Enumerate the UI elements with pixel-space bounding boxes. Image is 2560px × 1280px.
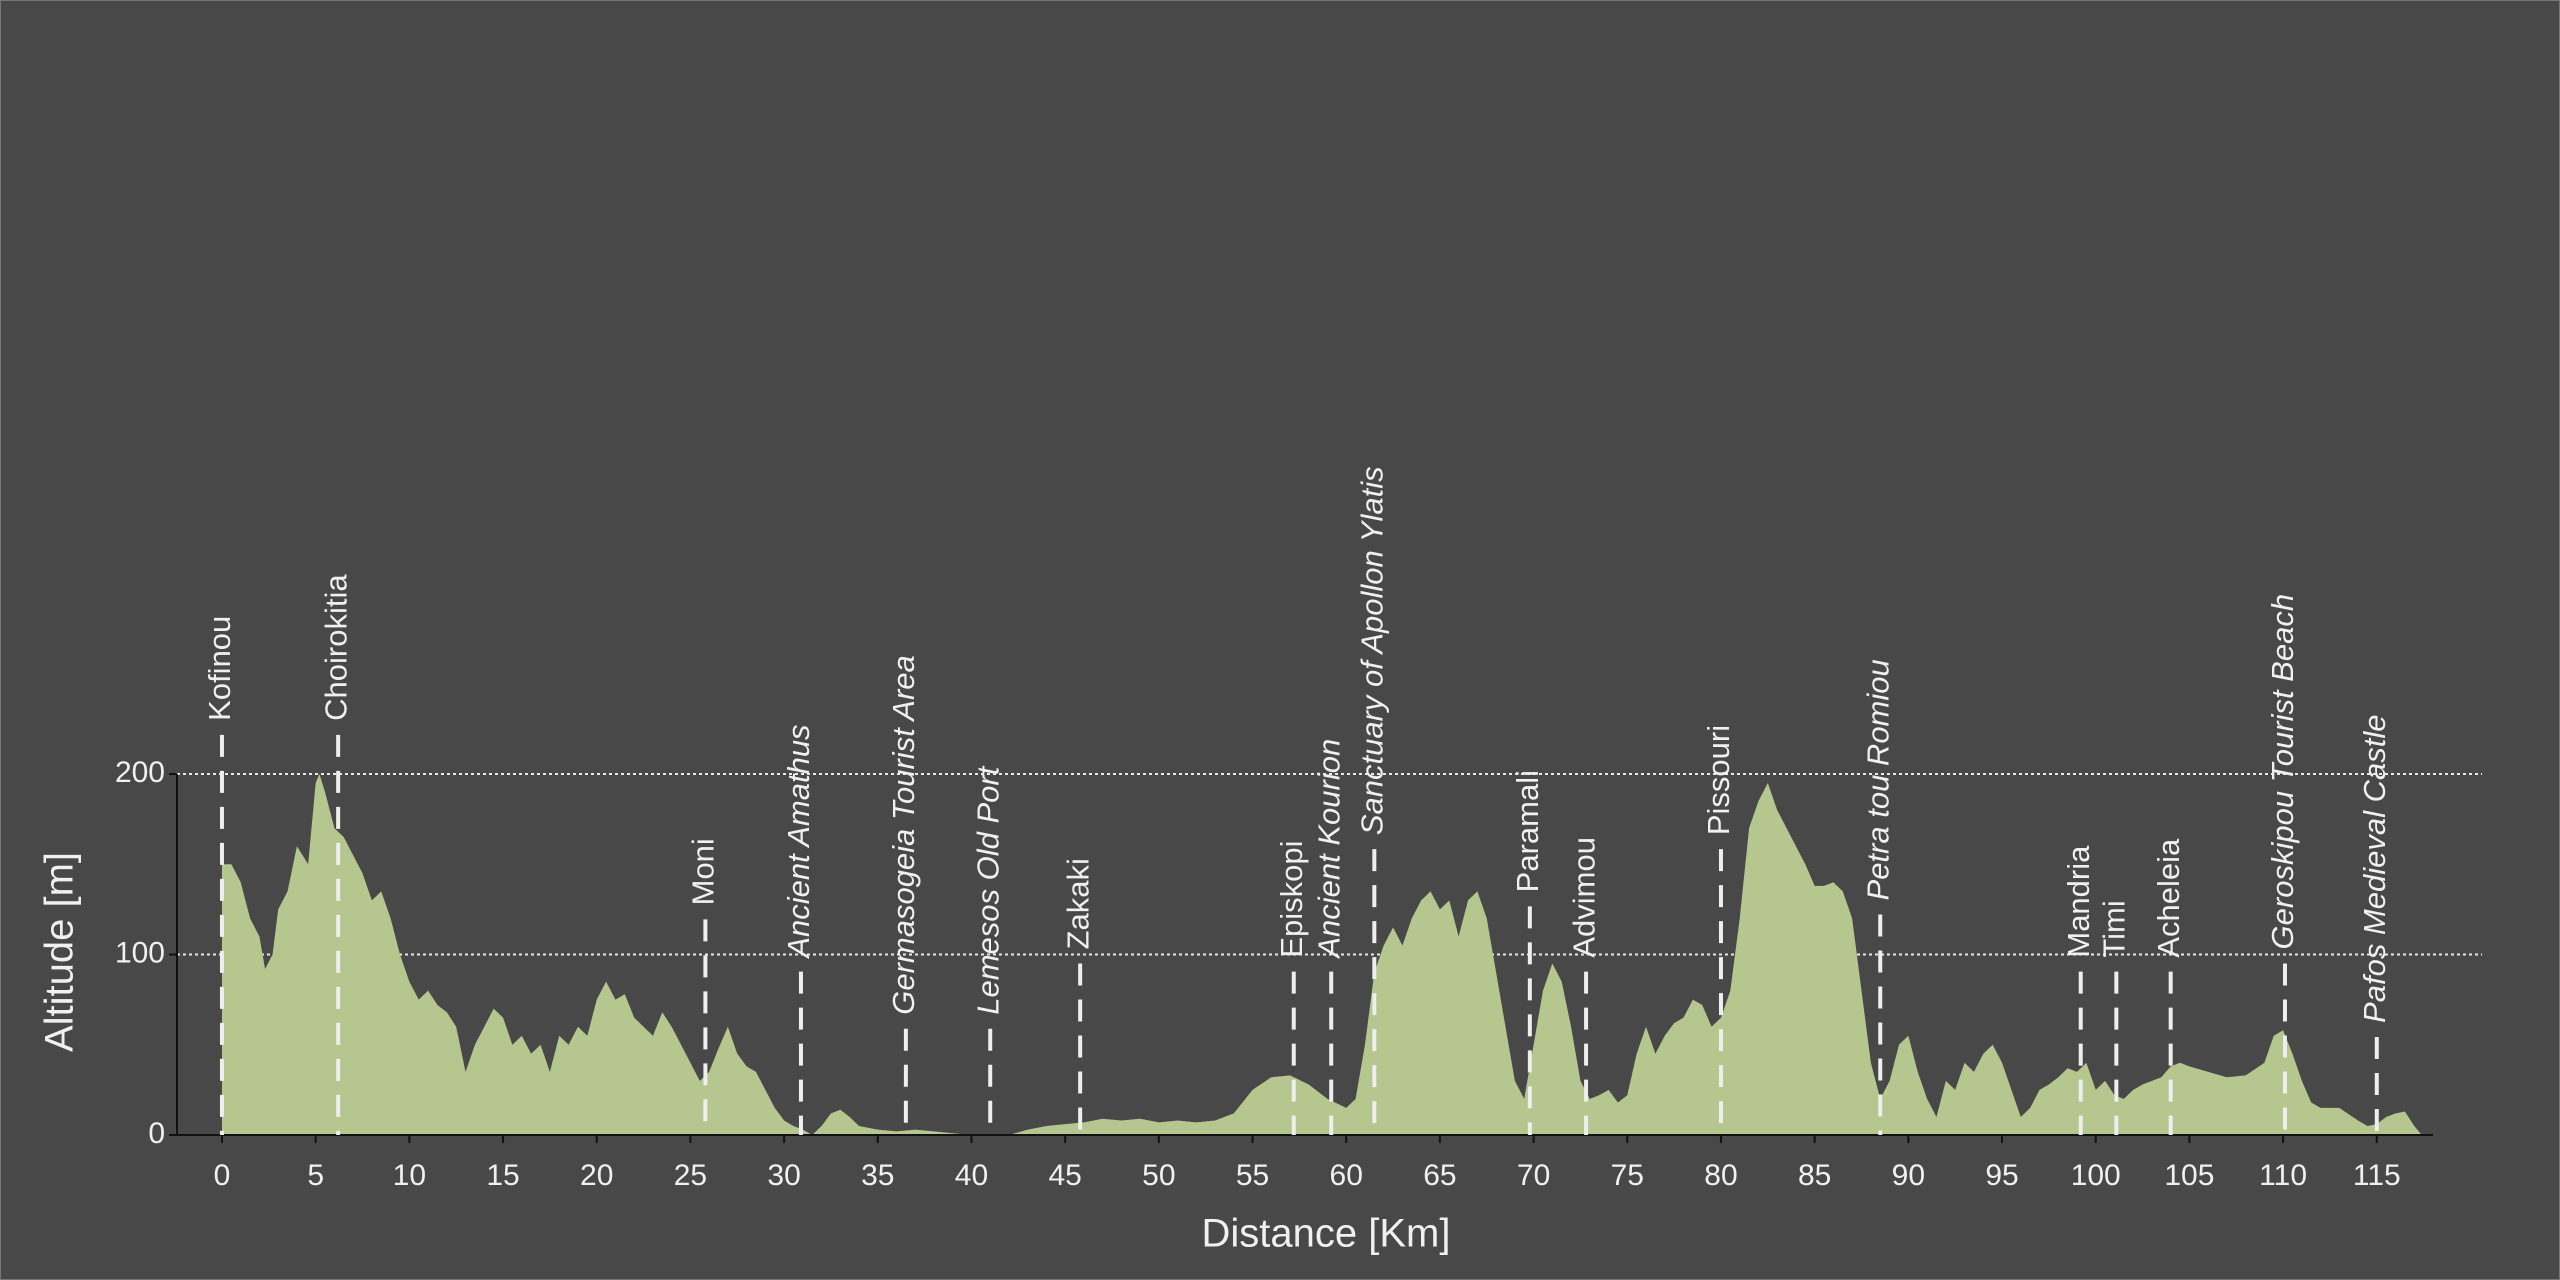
x-axis-title: Distance [Km] [1202, 1212, 1451, 1256]
x-tick-label: 20 [580, 1159, 613, 1192]
x-tick-label: 5 [307, 1159, 324, 1192]
x-tick-label: 115 [2353, 1159, 2401, 1192]
x-tick-label: 85 [1798, 1159, 1831, 1192]
x-tick-label: 75 [1611, 1159, 1644, 1192]
waypoint-label: Geroskipou Tourist Beach [2265, 594, 2300, 950]
waypoint-label: Episkopi [1274, 840, 1309, 957]
waypoint-label: Timi [2097, 900, 2132, 957]
x-tick-label: 10 [393, 1159, 426, 1192]
waypoint-label: Ancient Kourion [1311, 739, 1346, 960]
x-tick-label: 60 [1330, 1159, 1363, 1192]
waypoint-label: Pafos Medieval Castle [2357, 715, 2392, 1023]
y-tick-label: 0 [148, 1117, 165, 1150]
x-tick-label: 25 [674, 1159, 707, 1192]
waypoint-label: Advimou [1566, 837, 1601, 958]
x-tick-label: 65 [1423, 1159, 1456, 1192]
x-tick-label: 30 [767, 1159, 800, 1192]
y-tick-label: 200 [115, 756, 165, 789]
waypoint-label: Petra tou Romiou [1860, 659, 1895, 900]
x-tick-label: 70 [1517, 1159, 1550, 1192]
elevation-area [221, 774, 2422, 1135]
waypoint-label: Moni [686, 838, 721, 905]
waypoint-label: Mandria [2061, 845, 2096, 958]
waypoint-label: Kofinou [202, 616, 237, 721]
x-tick-label: 0 [214, 1159, 231, 1192]
x-tick-label: 110 [2259, 1159, 2307, 1192]
waypoint-label: Paramali [1510, 770, 1545, 892]
x-tick-label: 55 [1236, 1159, 1269, 1192]
waypoint-label: Germasogeia Tourist Area [886, 655, 921, 1015]
waypoint-label: Lemesos Old Port [970, 765, 1005, 1014]
x-tick-label: 100 [2071, 1159, 2121, 1192]
x-tick-label: 15 [486, 1159, 519, 1192]
waypoint-label: Zakaki [1060, 858, 1095, 949]
x-tick-label: 80 [1704, 1159, 1737, 1192]
waypoint-label: Acheleia [2151, 838, 2186, 958]
x-tick-label: 95 [1985, 1159, 2018, 1192]
waypoint-label: Choirokitia [318, 574, 353, 721]
y-tick-label: 100 [115, 936, 165, 969]
x-tick-label: 40 [955, 1159, 988, 1192]
y-axis-title: Altitude [m] [38, 852, 82, 1052]
waypoint-label: Pissouri [1701, 725, 1736, 835]
x-tick-label: 50 [1142, 1159, 1175, 1192]
x-tick-label: 45 [1048, 1159, 1081, 1192]
waypoint-label: Ancient Amathus [781, 724, 816, 959]
x-tick-label: 90 [1892, 1159, 1925, 1192]
x-tick-label: 35 [861, 1159, 894, 1192]
waypoint-label: Sanctuary of Apollon Ylatis [1355, 466, 1390, 835]
x-tick-label: 105 [2164, 1159, 2214, 1192]
